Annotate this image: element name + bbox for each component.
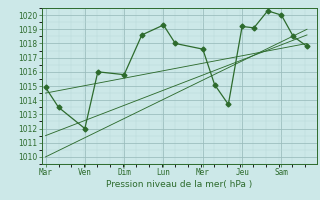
X-axis label: Pression niveau de la mer( hPa ): Pression niveau de la mer( hPa ) [106, 180, 252, 189]
